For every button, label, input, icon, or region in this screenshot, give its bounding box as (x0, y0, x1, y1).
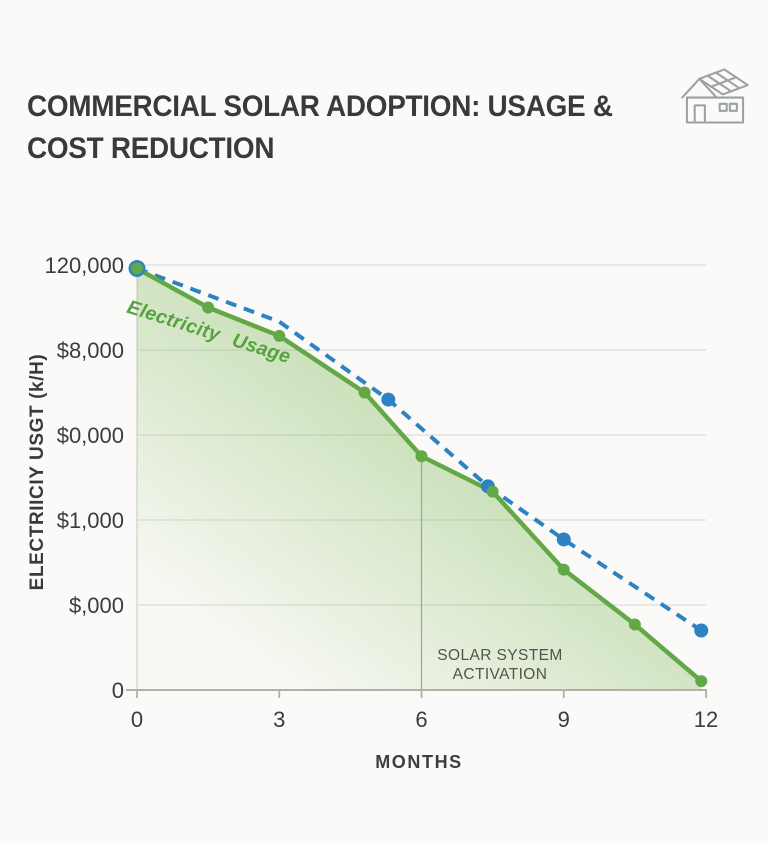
annotation-line1: SOLAR SYSTEM (437, 647, 563, 664)
y-tick-label: $0,000 (57, 423, 124, 448)
usage-data-point (273, 329, 286, 342)
page-title-line1: COMMERCIAL SOLAR ADOPTION: USAGE & (27, 90, 613, 123)
y-tick-label: 120,000 (44, 253, 124, 278)
cost-data-point (381, 392, 396, 407)
solar-system-activation-annotation: SOLAR SYSTEM ACTIVATION (437, 646, 562, 684)
cost-dashed-line (136, 266, 703, 633)
usage-data-point (131, 262, 143, 275)
y-tick-label: $1,000 (57, 508, 124, 533)
usage-data-point (695, 675, 708, 688)
usage-data-point (358, 386, 371, 399)
usage-data-point (202, 301, 215, 314)
usage-data-point (486, 485, 499, 498)
x-tick-label: 12 (694, 707, 718, 732)
y-tick-label: $,000 (69, 593, 124, 618)
x-tick-label: 3 (273, 707, 285, 732)
x-tick-label: 9 (558, 707, 570, 732)
solar-house-icon (681, 68, 749, 124)
y-tick-label: $8,000 (57, 338, 124, 363)
usage-data-point (628, 618, 641, 631)
annotation-line2: ACTIVATION (452, 666, 548, 683)
usage-area-fill (137, 268, 702, 690)
y-tick-label: 0 (112, 678, 124, 703)
x-tick-label: 0 (131, 707, 143, 732)
x-tick-label: 6 (415, 707, 427, 732)
x-axis-title: MONTHS (375, 752, 463, 772)
y-axis-title: ELECTRIICIY USGT (k/H) (27, 353, 48, 591)
usage-data-point (415, 450, 428, 463)
page-title: COMMERCIAL SOLAR ADOPTION: USAGE & COST … (27, 86, 613, 170)
usage-data-point (557, 563, 570, 576)
cost-data-point (694, 623, 709, 638)
page-title-line2: COST REDUCTION (27, 132, 275, 165)
cost-data-point (556, 532, 571, 547)
